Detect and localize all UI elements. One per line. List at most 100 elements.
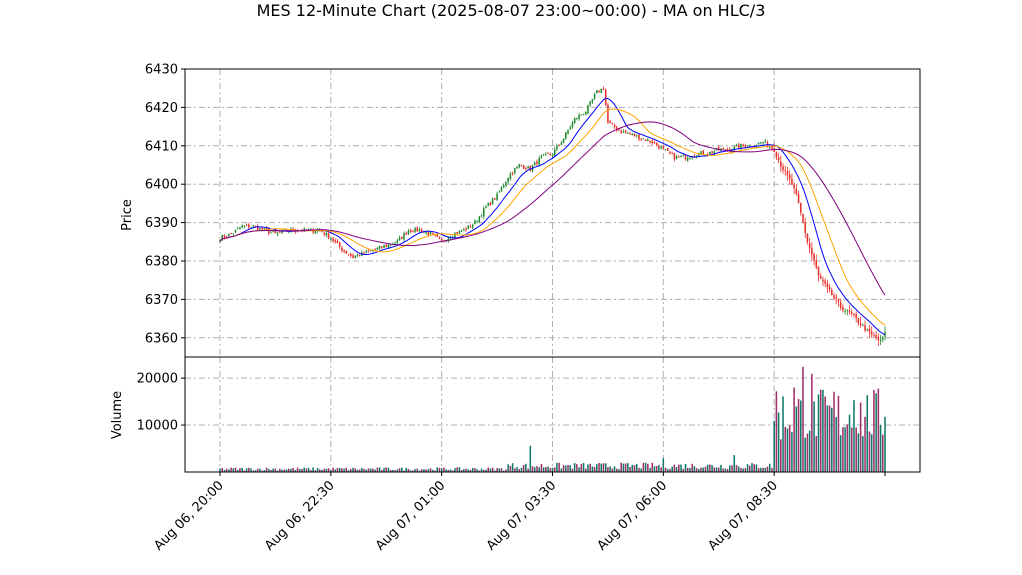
volume-bar (720, 464, 722, 472)
candle-body (265, 228, 268, 230)
volume-bar (870, 434, 873, 472)
volume-bar (593, 467, 596, 472)
volume-bar (276, 470, 279, 472)
candle-body (722, 148, 724, 150)
candle-body (440, 238, 443, 241)
candle (873, 332, 875, 337)
volume-bar (281, 469, 283, 472)
candle-body (640, 138, 642, 140)
candle-body (480, 215, 483, 217)
volume-bar (560, 468, 563, 472)
volume-bar (578, 467, 580, 472)
volume-bar (414, 469, 416, 472)
volume-bar (755, 464, 758, 472)
candle-body (737, 144, 740, 149)
candle-body (651, 141, 654, 144)
volume-bar (742, 468, 744, 472)
candle-body (478, 216, 481, 223)
volume-bar (307, 467, 310, 472)
volume-bar (489, 468, 492, 472)
candle (491, 197, 494, 205)
volume-bar (469, 469, 472, 472)
candle (396, 238, 399, 245)
candle-body (828, 286, 831, 290)
volume-bar (516, 467, 518, 472)
candle-body (460, 231, 463, 232)
volume-bar (675, 467, 678, 472)
volume-bar (582, 462, 585, 472)
candle-body (250, 227, 252, 228)
volume-bar (609, 466, 611, 472)
candle (245, 223, 248, 227)
volume-bar (584, 468, 587, 472)
price-candles (219, 86, 886, 347)
candle (310, 228, 312, 230)
volume-bar (332, 467, 334, 472)
candle-body (476, 221, 478, 223)
candle-body (565, 132, 567, 139)
candle (633, 133, 636, 137)
candle (549, 152, 552, 156)
candle (680, 154, 682, 158)
candle (671, 151, 673, 155)
candle-body (221, 235, 223, 241)
candle-body (429, 232, 432, 235)
volume-bar (412, 470, 414, 472)
moving-averages (219, 97, 886, 335)
volume-bar (392, 469, 394, 472)
volume-bar (766, 466, 769, 472)
volume-bar (786, 428, 789, 472)
candle (494, 197, 496, 200)
volume-bar (853, 400, 855, 472)
candle (418, 227, 421, 234)
volume-y-ticks: 10000 20000 (137, 372, 185, 434)
candle-body (567, 130, 569, 134)
volume-bar (877, 388, 880, 472)
volume-bar (356, 469, 359, 472)
candle (272, 231, 274, 233)
candle (230, 232, 232, 235)
candle (593, 92, 596, 101)
candle-body (795, 189, 798, 194)
candle (584, 111, 587, 116)
candle-body (616, 127, 618, 131)
candle (414, 226, 416, 234)
candle (819, 272, 822, 280)
candle-body (875, 334, 877, 338)
volume-bar (394, 470, 396, 472)
volume-bar (418, 470, 421, 472)
candle (859, 317, 862, 328)
candle-body (367, 250, 370, 252)
volume-bar (817, 394, 820, 472)
candle-body (234, 229, 237, 233)
candle (476, 219, 478, 224)
volume-bar (440, 468, 443, 472)
candle (483, 206, 485, 219)
candle-body (354, 256, 356, 258)
candle-body (666, 148, 669, 151)
candle-body (352, 255, 354, 258)
volume-bar (451, 470, 454, 472)
candle-body (839, 302, 842, 308)
candle-body (418, 229, 421, 232)
volume-bar (223, 469, 226, 472)
candle-body (525, 168, 527, 170)
volume-bar (664, 467, 667, 472)
volume-bar (467, 469, 470, 472)
candle-body (263, 228, 266, 230)
volume-bar (744, 468, 747, 472)
volume-bar (336, 467, 339, 472)
candle (560, 140, 563, 146)
volume-bar (695, 468, 698, 472)
volume-bar (463, 469, 465, 472)
candle-body (700, 151, 702, 154)
candle-body (374, 249, 376, 251)
candle-body (711, 151, 713, 154)
volume-bar (287, 468, 290, 472)
candle-body (551, 154, 554, 156)
volume-bar (837, 395, 840, 472)
volume-bar (292, 467, 294, 472)
candle-body (334, 240, 337, 242)
candle-body (338, 242, 341, 248)
volume-bar (726, 468, 729, 472)
